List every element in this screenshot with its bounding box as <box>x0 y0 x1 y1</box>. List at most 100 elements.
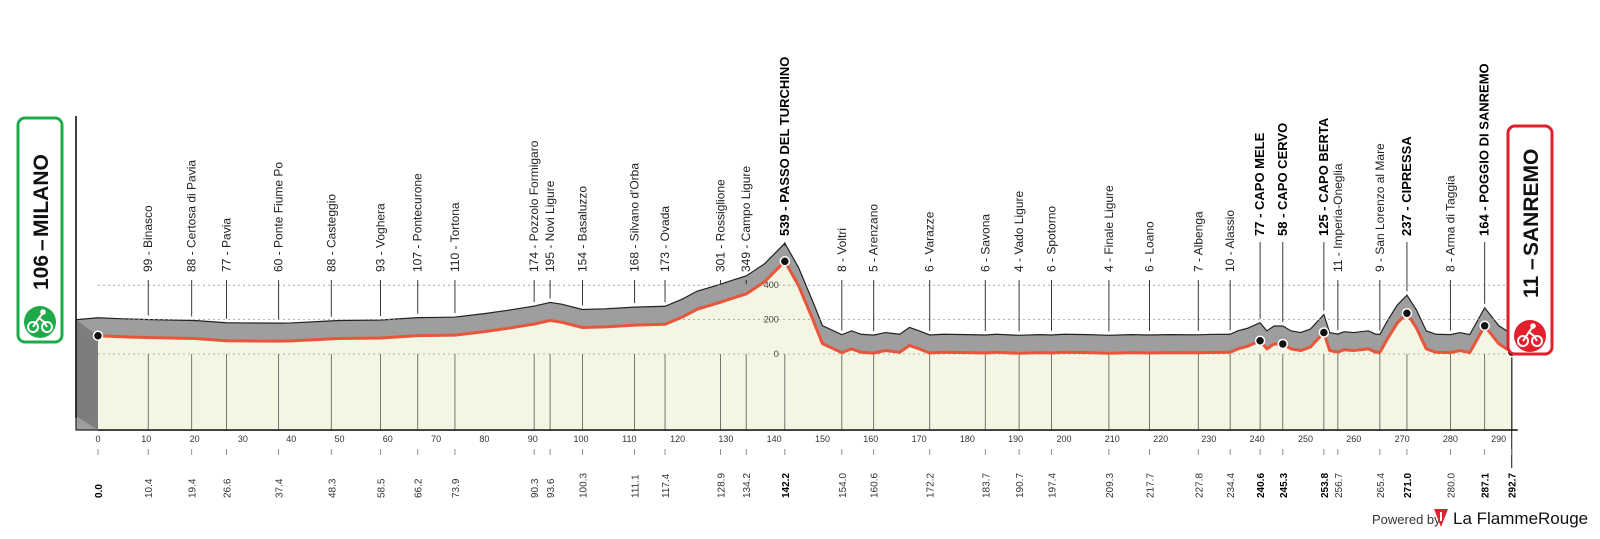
km-label: 253.8 <box>1320 473 1331 498</box>
summit-marker <box>1401 307 1413 319</box>
km-label: 190.7 <box>1015 473 1026 498</box>
x-tick-label: 200 <box>1056 434 1071 444</box>
km-label: 217.7 <box>1145 473 1156 498</box>
km-label: 73.9 <box>451 478 462 498</box>
x-tick-label: 220 <box>1153 434 1168 444</box>
x-tick-label: 190 <box>1008 434 1023 444</box>
x-tick-label: 240 <box>1250 434 1265 444</box>
km-label: 58.5 <box>377 478 388 498</box>
km-label: 280.0 <box>1446 473 1457 498</box>
gridlines-layer: 0 200 400 <box>98 280 1512 430</box>
waypoint-label: 4 - Vado Ligure <box>1012 191 1026 272</box>
flame-rouge-logo-icon <box>1434 509 1448 527</box>
finish-city: SANREMO <box>1520 149 1543 256</box>
waypoint-label: 88 - Certosa di Pavia <box>185 160 199 272</box>
x-tick-label: 0 <box>95 434 100 444</box>
finish-badge-frame <box>1506 124 1554 356</box>
km-label: 134.2 <box>742 473 753 498</box>
waypoint-label: 168 - Silvano d'Orba <box>628 163 642 272</box>
waypoint-label: 6 - Savona <box>978 214 992 272</box>
km-label: 100.3 <box>578 473 589 498</box>
start-altitude: 106 <box>30 255 53 290</box>
summit-marker <box>1318 327 1330 338</box>
km-label: 292.7 <box>1508 473 1519 498</box>
km-label: 160.6 <box>870 473 881 498</box>
waypoint-label: 6 - Spotorno <box>1044 206 1058 272</box>
altitude-tick-label: 0 <box>774 349 779 359</box>
x-tick-label: 170 <box>912 434 927 444</box>
x-tick-label: 50 <box>334 434 344 444</box>
finish-dash: – <box>1520 258 1543 270</box>
km-label: 128.9 <box>717 473 728 498</box>
waypoint-label: 99 - Binasco <box>141 205 155 272</box>
km-label: 117.4 <box>661 473 672 498</box>
summit-marker <box>1277 338 1289 350</box>
altitude-tick-label: 400 <box>764 280 779 290</box>
waypoint-label: 301 - Rossiglione <box>714 179 728 272</box>
summit-marker <box>779 256 791 267</box>
profile-area <box>98 261 1512 430</box>
waypoint-label: 107 - Pontecurone <box>411 173 425 272</box>
waypoint-label: 77 - Pavia <box>219 218 233 272</box>
waypoint-label: 110 - Tortona <box>448 202 462 272</box>
km-label: 183.7 <box>981 473 992 498</box>
waypoint-label: 6 - Loano <box>1142 221 1156 272</box>
x-tick-label: 260 <box>1346 434 1361 444</box>
waypoint-label: 173 - Ovada <box>658 206 672 272</box>
km-label: 10.4 <box>144 478 155 498</box>
x-tick-label: 280 <box>1443 434 1458 444</box>
x-tick-label: 150 <box>815 434 830 444</box>
x-tick-label: 60 <box>383 434 393 444</box>
waypoint-label: 4 - Finale Ligure <box>1102 185 1116 272</box>
waypoint-label: 174 - Pozzolo Formigaro <box>527 140 541 272</box>
km-label: 154.0 <box>838 473 849 498</box>
waypoint-label: 60 - Ponte Fiume Po <box>272 162 286 272</box>
waypoints-layer: 99 - Binasco 88 - Certosa di Pavia 77 - Pa… <box>141 57 1492 332</box>
waypoint-label: 7 - Albenga <box>1191 211 1205 272</box>
km-label: 265.4 <box>1376 473 1387 498</box>
start-badge-frame <box>16 116 64 344</box>
km-label: 172.2 <box>926 473 937 498</box>
x-tick-label: 100 <box>573 434 588 444</box>
km-label: 19.4 <box>188 478 199 498</box>
waypoint-label: 58 - CAPO CERVO <box>1275 123 1290 236</box>
x-tick-label: 90 <box>528 434 538 444</box>
waypoint-label: 6 - Varazze <box>923 211 937 272</box>
km-label: 209.3 <box>1105 473 1116 498</box>
waypoint-label: 93 - Voghera <box>374 203 388 272</box>
km-label: 256.7 <box>1334 473 1345 498</box>
x-ticks-layer: 0 10 20 30 40 50 60 70 80 90 100 110 120 130 140 150 160… <box>95 434 1506 444</box>
km-label: 234.4 <box>1226 473 1237 498</box>
x-tick-label: 140 <box>767 434 782 444</box>
x-tick-label: 10 <box>141 434 151 444</box>
cyclist-icon <box>24 306 56 338</box>
start-dash: – <box>30 239 53 251</box>
x-tick-label: 290 <box>1491 434 1506 444</box>
waypoint-label: 539 - PASSO DEL TURCHINO <box>777 57 792 236</box>
waypoint-label: 9 - San Lorenzo al Mare <box>1373 143 1387 272</box>
km-label: 142.2 <box>781 473 792 498</box>
axis-layer <box>75 116 1518 468</box>
altitude-tick-label: 200 <box>764 315 779 325</box>
powered-by-text: Powered by <box>1372 512 1441 527</box>
x-tick-label: 30 <box>238 434 248 444</box>
start-city: MILANO <box>30 154 53 237</box>
km-label: 0.0 <box>94 484 105 498</box>
km-label: 48.3 <box>327 478 338 498</box>
start-badge: 106 – MILANO <box>16 116 64 344</box>
waypoint-label: 195 - Novi Ligure <box>543 180 557 272</box>
x-tick-label: 180 <box>960 434 975 444</box>
km-label: 271.0 <box>1403 473 1414 498</box>
waypoint-label: 125 - CAPO BERTA <box>1316 117 1331 236</box>
waypoint-label: 349 - Campo Ligure <box>739 166 753 272</box>
x-tick-label: 110 <box>622 434 636 444</box>
waypoint-label: 88 - Casteggio <box>324 194 338 272</box>
profile-fill-layer <box>98 261 1512 430</box>
waypoint-label: 8 - Arma di Taggia <box>1443 175 1457 272</box>
x-tick-label: 130 <box>718 434 733 444</box>
summit-marker <box>92 330 104 342</box>
x-tick-label: 270 <box>1395 434 1410 444</box>
km-label: 240.6 <box>1256 473 1267 498</box>
waypoint-label: 5 - Arenzano <box>867 204 881 272</box>
x-tick-label: 80 <box>479 434 489 444</box>
